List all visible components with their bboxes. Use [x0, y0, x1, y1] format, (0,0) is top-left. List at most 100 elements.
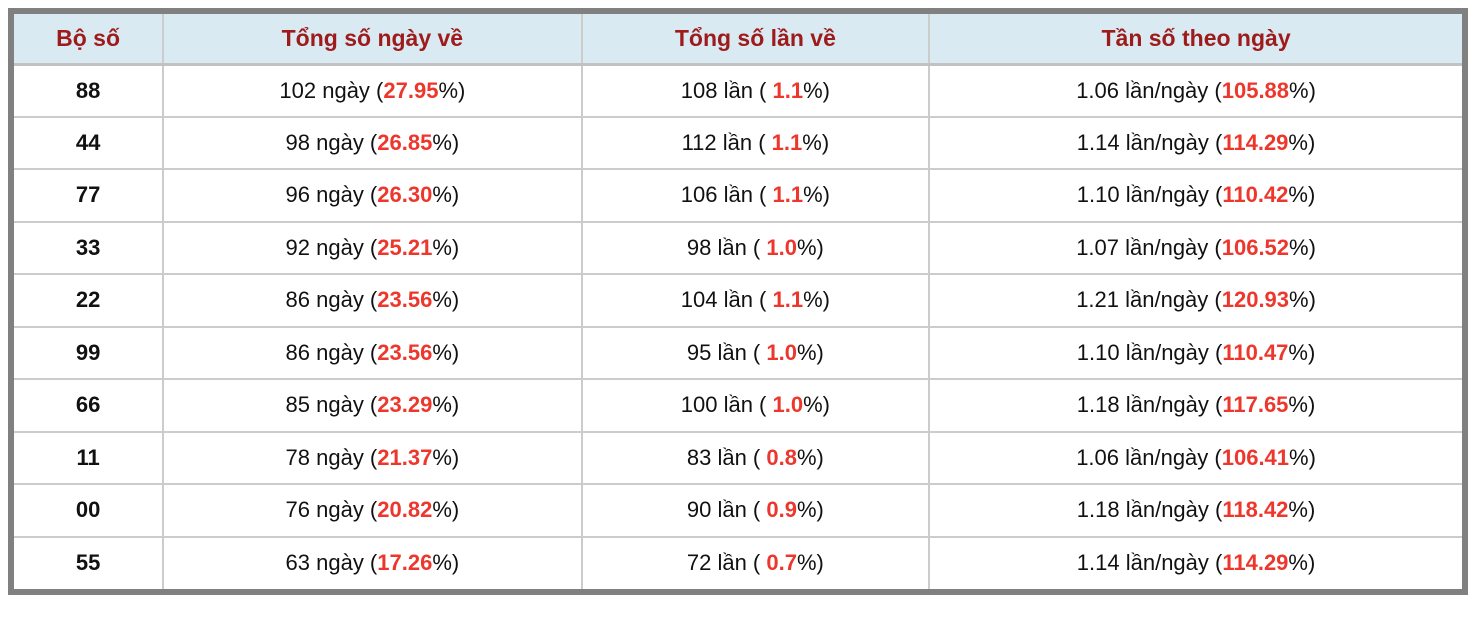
times-percent: 1.0 — [772, 392, 804, 418]
pair-number: 22 — [14, 274, 164, 328]
freq-close: %) — [1289, 234, 1316, 260]
header-row: Bộ số Tổng số ngày về Tổng số lần về Tần… — [14, 14, 1462, 66]
pair-number: 88 — [14, 64, 164, 118]
days-close: %) — [438, 77, 466, 103]
days-close: %) — [432, 287, 460, 313]
times-percent: 1.0 — [766, 234, 797, 260]
days-percent: 23.56 — [377, 339, 433, 365]
pair-number: 11 — [14, 431, 164, 485]
freq-percent: 110.47 — [1222, 339, 1289, 365]
pair-number: 44 — [14, 116, 164, 170]
table-row: 33 92 ngày (25.21%) 98 lần ( 1.0%) 1.07 … — [14, 221, 1462, 275]
total-days-cell: 96 ngày (26.30%) — [162, 169, 582, 223]
table-row: 66 85 ngày (23.29%) 100 lần ( 1.0%) 1.18… — [14, 379, 1462, 433]
freq-close: %) — [1288, 550, 1316, 576]
freq-percent: 106.52 — [1221, 234, 1290, 260]
pair-number: 55 — [14, 536, 164, 589]
freq-close: %) — [1289, 287, 1316, 313]
freq-text: 1.06 lần/ngày ( — [1076, 77, 1222, 103]
days-text: 92 ngày ( — [285, 234, 378, 260]
header-total-days: Tổng số ngày về — [162, 14, 582, 66]
freq-percent: 106.41 — [1221, 444, 1290, 470]
times-percent: 1.1 — [772, 287, 804, 313]
days-percent: 17.26 — [377, 550, 433, 576]
table-row: 44 98 ngày (26.85%) 112 lần ( 1.1%) 1.14… — [14, 116, 1462, 170]
times-close: %) — [796, 497, 824, 523]
frequency-cell: 1.06 lần/ngày (105.88%) — [928, 64, 1462, 118]
times-text: 100 lần ( — [680, 392, 773, 418]
total-times-cell: 95 lần ( 1.0%) — [580, 326, 930, 380]
table-body: 88 102 ngày (27.95%) 108 lần ( 1.1%) 1.0… — [14, 64, 1462, 589]
pair-number: 77 — [14, 169, 164, 223]
days-percent: 27.95 — [383, 77, 439, 103]
total-days-cell: 92 ngày (25.21%) — [162, 221, 582, 275]
freq-percent: 110.42 — [1222, 182, 1289, 208]
freq-close: %) — [1289, 77, 1316, 103]
pair-number: 66 — [14, 379, 164, 433]
freq-text: 1.10 lần/ngày ( — [1076, 182, 1223, 208]
days-close: %) — [432, 339, 460, 365]
pair-number: 33 — [14, 221, 164, 275]
total-times-cell: 90 lần ( 0.9%) — [580, 484, 930, 538]
table-row: 77 96 ngày (26.30%) 106 lần ( 1.1%) 1.10… — [14, 169, 1462, 223]
days-percent: 26.30 — [377, 182, 433, 208]
frequency-cell: 1.14 lần/ngày (114.29%) — [928, 536, 1462, 589]
times-percent: 1.1 — [771, 129, 803, 155]
table-row: 00 76 ngày (20.82%) 90 lần ( 0.9%) 1.18 … — [14, 484, 1462, 538]
total-days-cell: 98 ngày (26.85%) — [162, 116, 582, 170]
freq-text: 1.14 lần/ngày ( — [1076, 129, 1223, 155]
frequency-cell: 1.10 lần/ngày (110.42%) — [928, 169, 1462, 223]
total-days-cell: 102 ngày (27.95%) — [162, 64, 582, 118]
total-times-cell: 72 lần ( 0.7%) — [580, 536, 930, 589]
total-times-cell: 98 lần ( 1.0%) — [580, 221, 930, 275]
freq-text: 1.06 lần/ngày ( — [1076, 444, 1222, 470]
days-text: 98 ngày ( — [285, 129, 378, 155]
statistics-table: Bộ số Tổng số ngày về Tổng số lần về Tần… — [14, 14, 1462, 589]
frequency-cell: 1.10 lần/ngày (110.47%) — [928, 326, 1462, 380]
table-row: 88 102 ngày (27.95%) 108 lần ( 1.1%) 1.0… — [14, 64, 1462, 118]
frequency-cell: 1.14 lần/ngày (114.29%) — [928, 116, 1462, 170]
page: Bộ số Tổng số ngày về Tổng số lần về Tần… — [8, 8, 1468, 595]
days-percent: 21.37 — [377, 444, 433, 470]
total-times-cell: 106 lần ( 1.1%) — [580, 169, 930, 223]
times-close: %) — [796, 339, 824, 365]
days-percent: 20.82 — [377, 497, 433, 523]
times-close: %) — [803, 77, 830, 103]
times-percent: 1.1 — [772, 77, 804, 103]
pair-number: 00 — [14, 484, 164, 538]
days-text: 96 ngày ( — [285, 182, 378, 208]
times-percent: 1.0 — [766, 339, 797, 365]
freq-text: 1.18 lần/ngày ( — [1076, 392, 1223, 418]
table-row: 11 78 ngày (21.37%) 83 lần ( 0.8%) 1.06 … — [14, 431, 1462, 485]
days-close: %) — [432, 497, 460, 523]
freq-close: %) — [1288, 129, 1316, 155]
times-text: 83 lần ( — [686, 444, 767, 470]
days-close: %) — [432, 129, 460, 155]
total-days-cell: 63 ngày (17.26%) — [162, 536, 582, 589]
days-close: %) — [432, 234, 460, 260]
times-close: %) — [803, 182, 830, 208]
total-days-cell: 85 ngày (23.29%) — [162, 379, 582, 433]
days-close: %) — [432, 444, 460, 470]
days-text: 102 ngày ( — [279, 77, 384, 103]
times-text: 104 lần ( — [680, 287, 773, 313]
freq-close: %) — [1289, 444, 1316, 470]
statistics-table-frame: Bộ số Tổng số ngày về Tổng số lần về Tần… — [8, 8, 1468, 595]
days-text: 86 ngày ( — [285, 339, 378, 365]
times-percent: 1.1 — [772, 182, 804, 208]
table-row: 22 86 ngày (23.56%) 104 lần ( 1.1%) 1.21… — [14, 274, 1462, 328]
times-close: %) — [796, 444, 824, 470]
total-times-cell: 83 lần ( 0.8%) — [580, 431, 930, 485]
frequency-cell: 1.18 lần/ngày (117.65%) — [928, 379, 1462, 433]
days-percent: 23.56 — [377, 287, 433, 313]
total-times-cell: 112 lần ( 1.1%) — [580, 116, 930, 170]
freq-text: 1.18 lần/ngày ( — [1076, 497, 1223, 523]
header-frequency: Tần số theo ngày — [928, 14, 1462, 66]
total-days-cell: 86 ngày (23.56%) — [162, 326, 582, 380]
times-text: 108 lần ( — [680, 77, 773, 103]
table-row: 55 63 ngày (17.26%) 72 lần ( 0.7%) 1.14 … — [14, 536, 1462, 589]
freq-percent: 105.88 — [1221, 77, 1290, 103]
pair-number: 99 — [14, 326, 164, 380]
freq-text: 1.07 lần/ngày ( — [1076, 234, 1222, 260]
freq-close: %) — [1288, 497, 1316, 523]
